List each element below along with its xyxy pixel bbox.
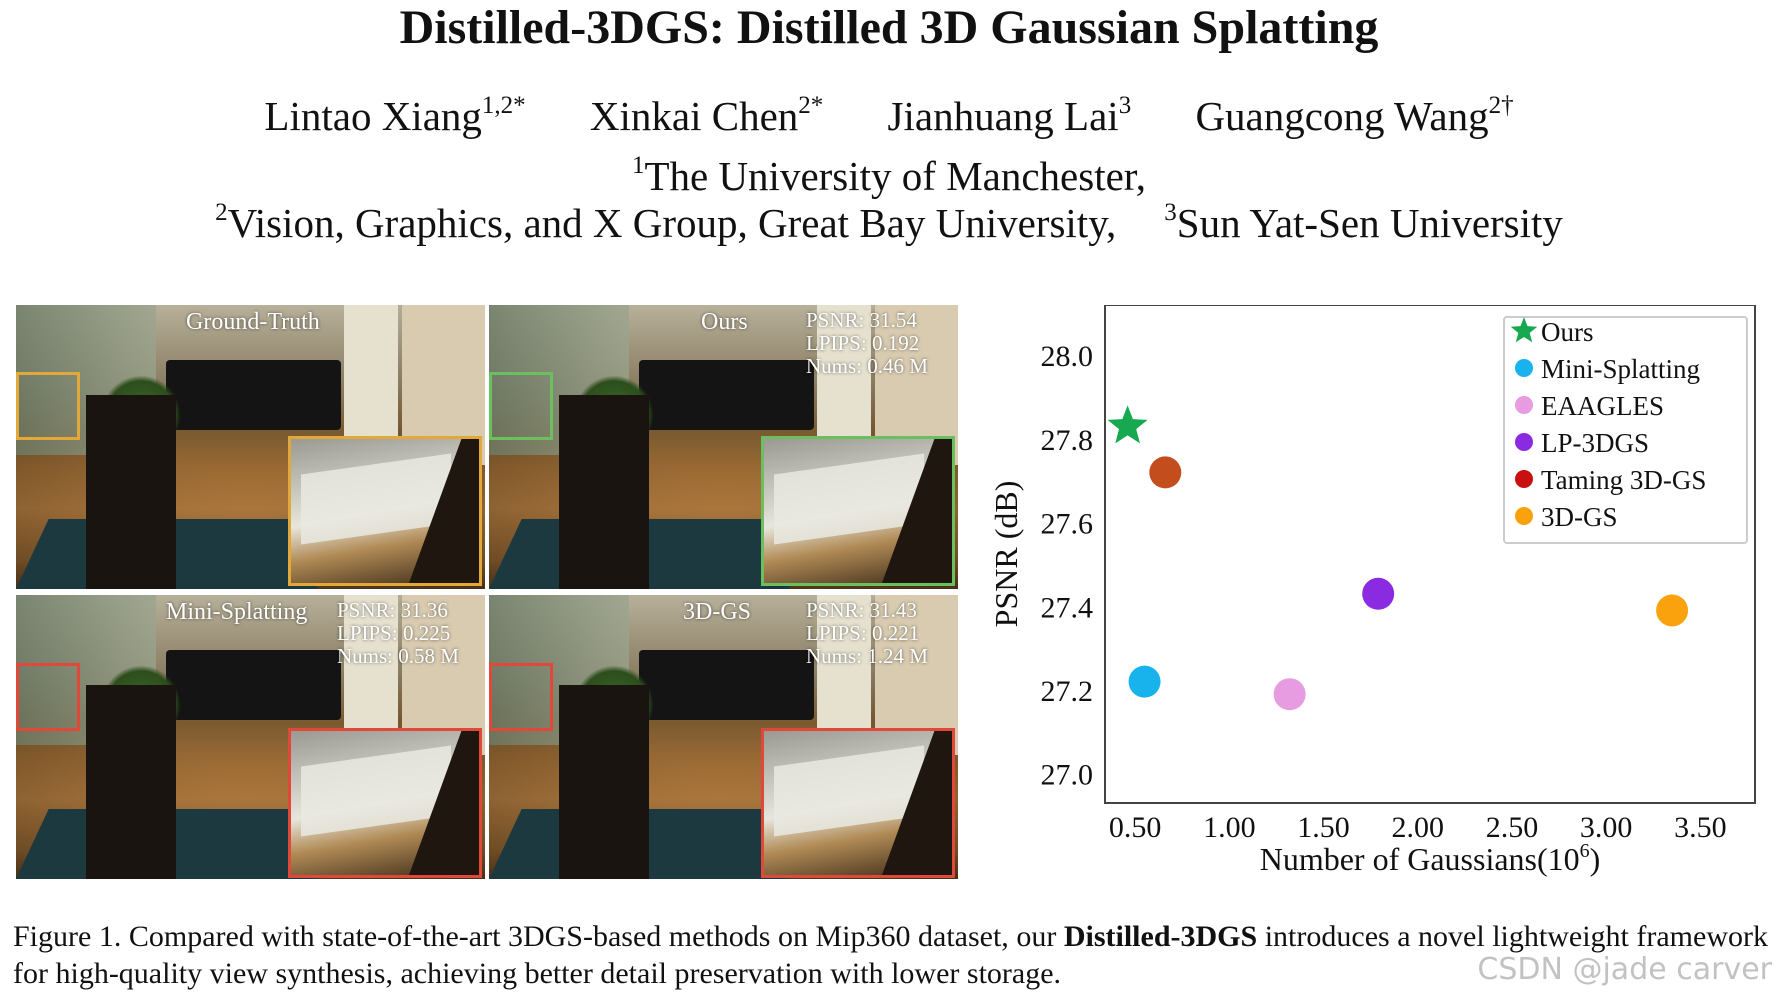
psnr-value: PSNR: 31.43 bbox=[806, 598, 917, 622]
panel-label: 3D-GS bbox=[683, 599, 752, 625]
y-tick-label: 27.6 bbox=[1041, 508, 1094, 541]
author-sup: 2† bbox=[1488, 92, 1514, 119]
figure-caption: Figure 1. Compared with state-of-the-art… bbox=[13, 918, 1768, 992]
affiliation-text: The University of Manchester, bbox=[644, 153, 1147, 199]
panel-label: Ground-Truth bbox=[186, 309, 320, 335]
scatter-chart: 27.0 27.2 27.4 27.6 27.8 28.0 0.50 1.00 1.50 2.0… bbox=[988, 305, 1756, 877]
author-name: Guangcong Wang bbox=[1195, 93, 1489, 139]
data-point-eaagles bbox=[1273, 678, 1306, 711]
x-tick-label: 3.00 bbox=[1580, 811, 1633, 844]
y-tick-label: 27.8 bbox=[1041, 424, 1094, 457]
author-sup: 1,2* bbox=[481, 92, 526, 119]
nums-value: Nums: 0.58 M bbox=[337, 644, 459, 668]
caption-text: introduces a novel lightweight framework… bbox=[13, 920, 1768, 990]
legend-label: Mini-Splatting bbox=[1541, 354, 1700, 384]
affiliation-sup: 1 bbox=[631, 152, 645, 179]
author-list: Lintao Xiang1,2* Xinkai Chen2* Jianhuang… bbox=[0, 92, 1778, 140]
x-tick-label: 2.00 bbox=[1392, 811, 1445, 844]
author-name: Jianhuang Lai bbox=[887, 93, 1119, 139]
legend-label: Ours bbox=[1541, 317, 1594, 347]
legend-marker bbox=[1515, 433, 1533, 451]
x-tick-label: 1.50 bbox=[1297, 811, 1350, 844]
zoom-inset bbox=[288, 728, 482, 878]
plot-frame bbox=[1104, 305, 1756, 804]
legend-marker bbox=[1510, 317, 1538, 343]
legend-label: Taming 3D-GS bbox=[1541, 465, 1706, 495]
caption-text: Figure 1. Compared with state-of-the-art… bbox=[13, 920, 1064, 953]
data-point-3d-gs bbox=[1656, 594, 1689, 627]
data-point-ours bbox=[1107, 405, 1148, 444]
panel-label: Ours bbox=[701, 309, 748, 335]
y-tick-label: 27.0 bbox=[1041, 759, 1094, 792]
y-tick-label: 27.2 bbox=[1041, 675, 1094, 708]
nums-value: Nums: 1.24 M bbox=[806, 644, 928, 668]
data-point-lp-3dgs bbox=[1362, 577, 1395, 610]
chart-legend: Ours Mini-Splatting EAAGLES LP-3DGS Taming 3… bbox=[1503, 316, 1748, 544]
panel-ours: Ours PSNR: 31.54 LPIPS: 0.192 Nums: 0.46… bbox=[489, 305, 958, 589]
zoom-inset bbox=[761, 728, 955, 878]
panel-3dgs: 3D-GS PSNR: 31.43 LPIPS: 0.221 Nums: 1.2… bbox=[489, 595, 958, 879]
affiliation-sup: 2 bbox=[215, 199, 228, 226]
zoom-inset bbox=[288, 436, 482, 586]
data-point-mini-splatting bbox=[1128, 665, 1161, 698]
x-tick-label: 0.50 bbox=[1109, 811, 1162, 844]
panel-mini-splatting: Mini-Splatting PSNR: 31.36 LPIPS: 0.225 … bbox=[16, 595, 485, 879]
y-axis-label: PSNR (dB) bbox=[988, 481, 1024, 628]
affiliation-2-3: 2Vision, Graphics, and X Group, Great Ba… bbox=[0, 199, 1778, 247]
affiliation-1: 1The University of Manchester, bbox=[0, 152, 1778, 200]
watermark: CSDN @jade carver bbox=[1477, 952, 1772, 987]
legend-marker bbox=[1515, 396, 1533, 414]
author-3: Jianhuang Lai3 bbox=[888, 92, 1132, 140]
x-tick-label: 2.50 bbox=[1486, 811, 1539, 844]
data-point-taming-3d-gs bbox=[1149, 456, 1182, 489]
legend-frame bbox=[1503, 316, 1748, 544]
legend-label: 3D-GS bbox=[1541, 502, 1618, 532]
lpips-value: LPIPS: 0.225 bbox=[337, 621, 451, 645]
x-axis-label: Number of Gaussians(106) bbox=[1260, 840, 1601, 877]
panel-ground-truth: Ground-Truth bbox=[16, 305, 485, 589]
panel-metrics: PSNR: 31.36 LPIPS: 0.225 Nums: 0.58 M bbox=[337, 599, 459, 668]
y-tick-label: 28.0 bbox=[1041, 340, 1094, 373]
lpips-value: LPIPS: 0.221 bbox=[806, 621, 920, 645]
nums-value: Nums: 0.46 M bbox=[806, 354, 928, 378]
legend-marker bbox=[1515, 359, 1533, 377]
y-tick-label: 27.4 bbox=[1041, 591, 1094, 624]
psnr-value: PSNR: 31.36 bbox=[337, 598, 448, 622]
legend-marker bbox=[1515, 507, 1533, 525]
panel-label: Mini-Splatting bbox=[166, 599, 308, 625]
author-sup: 3 bbox=[1118, 92, 1132, 119]
lpips-value: LPIPS: 0.192 bbox=[806, 331, 920, 355]
caption-bold: Distilled-3DGS bbox=[1063, 920, 1258, 953]
zoom-source-box bbox=[16, 663, 80, 731]
legend-label: EAAGLES bbox=[1541, 391, 1664, 421]
author-4: Guangcong Wang2† bbox=[1195, 92, 1513, 140]
zoom-inset bbox=[761, 436, 955, 586]
paper-title: Distilled-3DGS: Distilled 3D Gaussian Sp… bbox=[399, 1, 1379, 54]
psnr-value: PSNR: 31.54 bbox=[806, 308, 917, 332]
author-sup: 2* bbox=[798, 92, 824, 119]
x-tick-label: 3.50 bbox=[1674, 811, 1727, 844]
author-name: Lintao Xiang bbox=[264, 93, 482, 139]
panel-metrics: PSNR: 31.43 LPIPS: 0.221 Nums: 1.24 M bbox=[806, 599, 928, 668]
affiliation-sup: 3 bbox=[1164, 199, 1177, 226]
affiliation-text: Vision, Graphics, and X Group, Great Bay… bbox=[227, 200, 1117, 246]
x-tick-label: 1.00 bbox=[1203, 811, 1256, 844]
author-1: Lintao Xiang1,2* bbox=[264, 92, 525, 140]
panel-metrics: PSNR: 31.54 LPIPS: 0.192 Nums: 0.46 M bbox=[806, 309, 928, 378]
zoom-source-box bbox=[489, 372, 553, 440]
zoom-source-box bbox=[489, 663, 553, 731]
author-name: Xinkai Chen bbox=[589, 93, 799, 139]
zoom-source-box bbox=[16, 372, 80, 440]
legend-label: LP-3DGS bbox=[1541, 428, 1649, 458]
author-2: Xinkai Chen2* bbox=[590, 92, 823, 140]
legend-marker bbox=[1515, 470, 1533, 488]
affiliation-text: Sun Yat-Sen University bbox=[1176, 200, 1563, 246]
